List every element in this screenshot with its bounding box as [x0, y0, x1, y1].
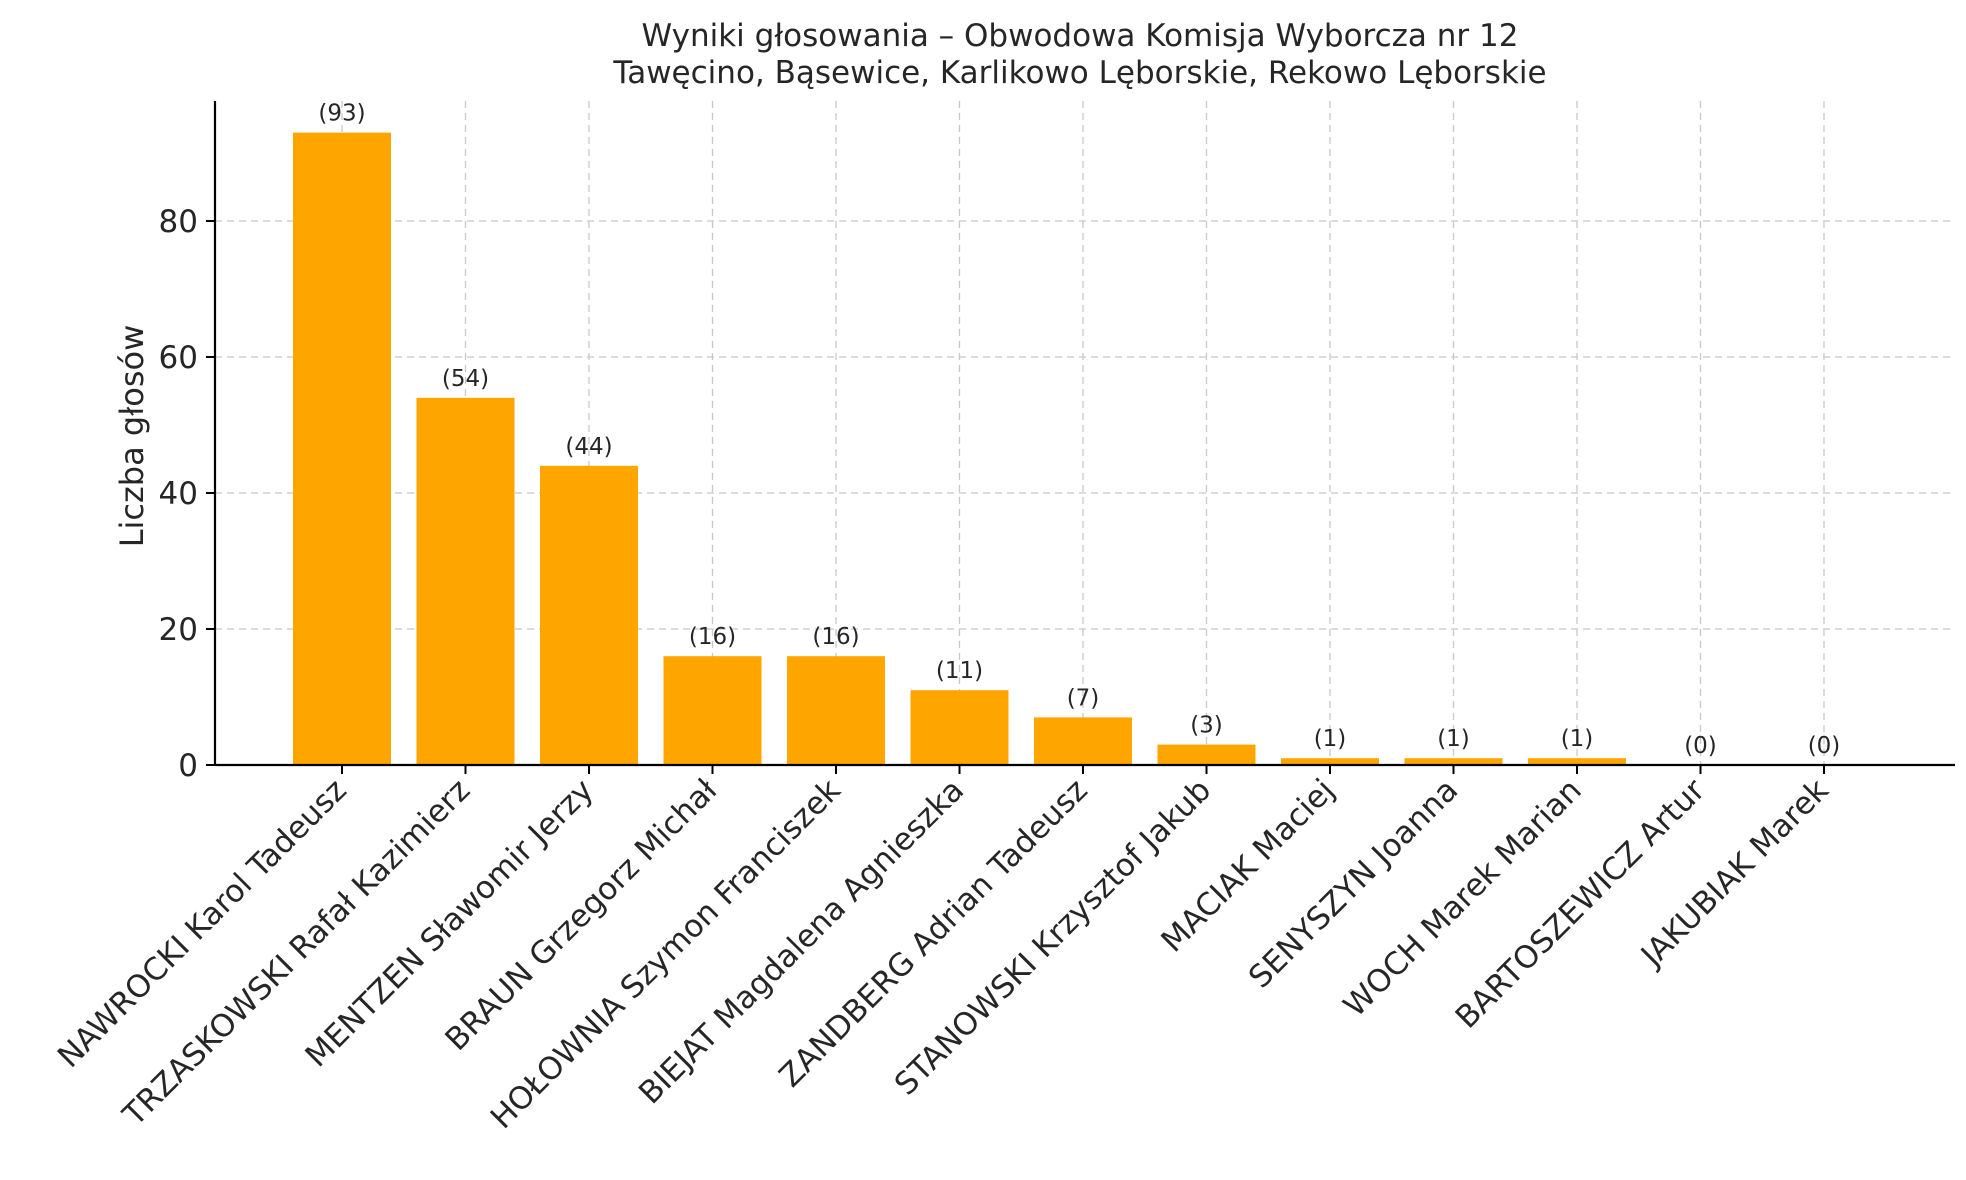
bar: [416, 397, 515, 765]
bar: [1157, 744, 1256, 765]
bars: [293, 132, 1626, 766]
bar-value-label: (3): [1190, 713, 1223, 739]
bar-value-label: (0): [1684, 733, 1717, 759]
bar-value-label: (16): [689, 624, 736, 650]
bar: [540, 465, 638, 765]
bar-value-label: (7): [1067, 685, 1100, 711]
bar-value-label: (54): [442, 366, 489, 392]
y-tick-label: 0: [178, 748, 198, 784]
bar-value-label: (1): [1561, 726, 1594, 752]
y-axis-label: Liczba głosów: [113, 325, 151, 548]
bar: [910, 690, 1009, 765]
x-tick-label: WOCH Marek Marian: [1337, 772, 1589, 1024]
bar: [293, 132, 391, 766]
bar: [787, 656, 885, 765]
y-tick-label: 40: [159, 476, 198, 512]
bar-value-label: (11): [936, 658, 983, 684]
bar-value-label: (44): [565, 434, 612, 460]
y-tick-label: 80: [159, 204, 198, 240]
bar-value-label: (1): [1437, 726, 1470, 752]
x-tick-label: BARTOSZEWICZ Artur: [1449, 772, 1713, 1036]
y-tick-label: 60: [159, 340, 198, 376]
chart-title: Wyniki głosowania – Obwodowa Komisja Wyb…: [642, 18, 1519, 54]
axes: [206, 101, 1955, 774]
y-tick-label: 20: [159, 612, 198, 648]
bar: [663, 656, 762, 765]
bar-value-label: (16): [812, 624, 859, 650]
bar: [1404, 758, 1503, 765]
bar: [1528, 758, 1626, 765]
chart-subtitle: Tawęcino, Bąsewice, Karlikowo Lęborskie,…: [612, 55, 1546, 91]
bar-value-label: (1): [1314, 726, 1347, 752]
bar-value-label: (0): [1808, 733, 1841, 759]
bar: [1034, 717, 1132, 765]
bar-value-label: (93): [318, 101, 365, 127]
x-tick-label: SENYSZYN Joanna: [1242, 772, 1465, 995]
bar: [1281, 758, 1379, 765]
